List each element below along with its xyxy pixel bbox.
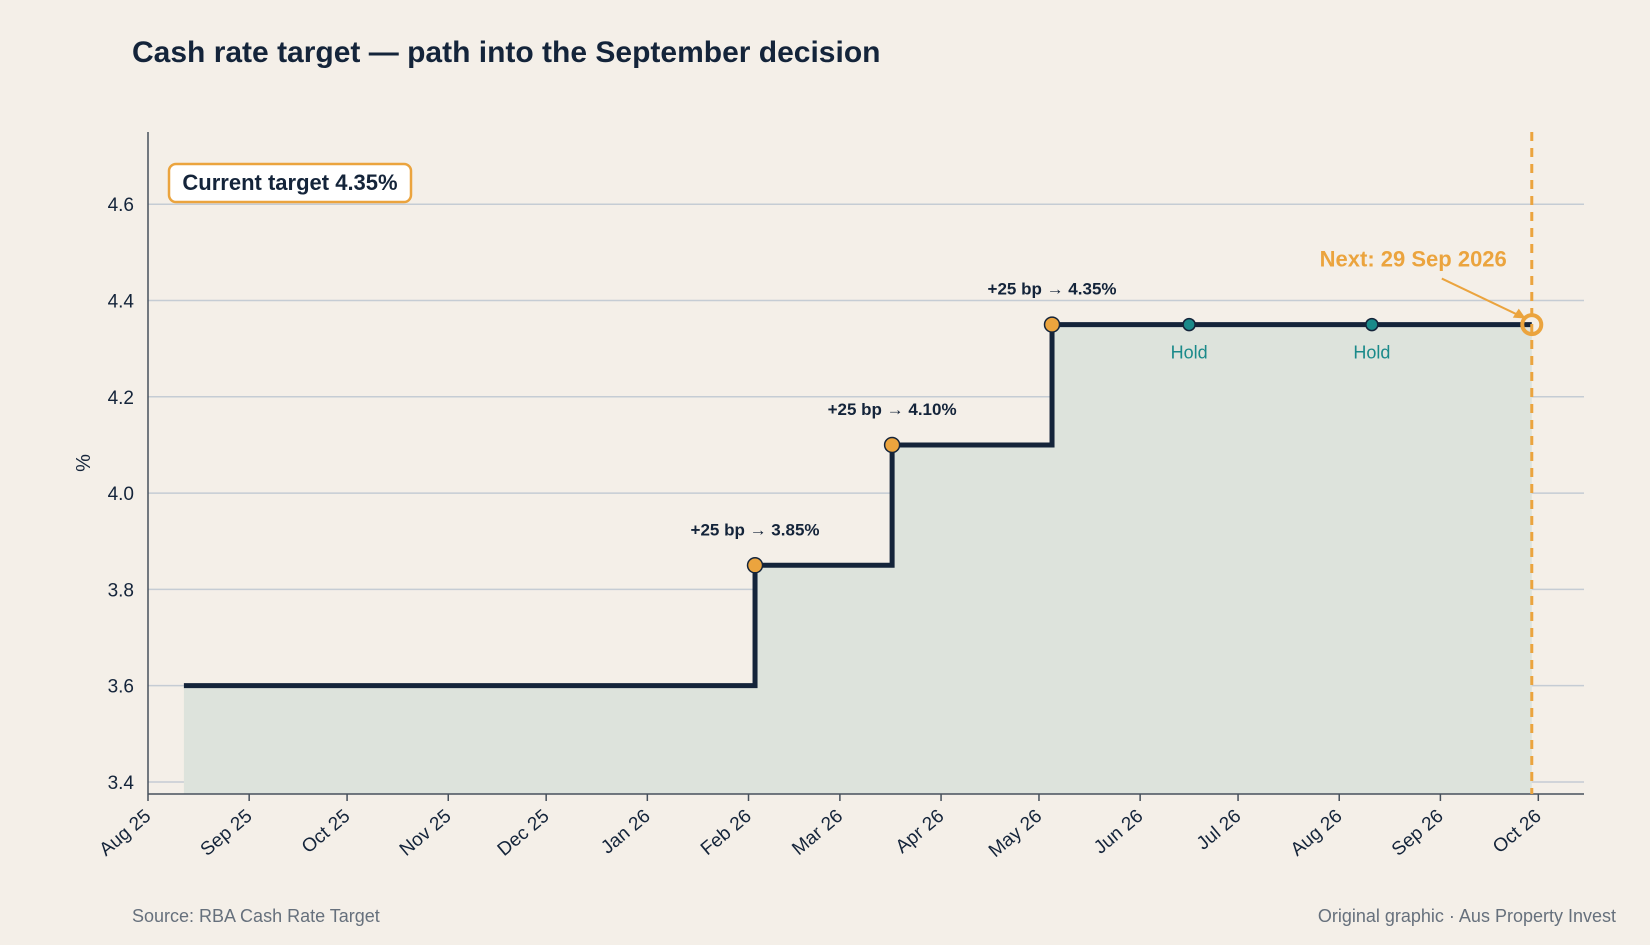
x-tick-label: Mar 26 — [788, 806, 847, 860]
next-decision-label: Next: 29 Sep 2026 — [1320, 247, 1507, 272]
x-tick-label: Nov 25 — [396, 806, 456, 861]
y-tick-label: 3.4 — [108, 773, 135, 794]
y-tick-label: 3.8 — [108, 580, 134, 601]
x-tick-label: Sep 25 — [197, 806, 257, 861]
x-tick-label: Jan 26 — [597, 806, 654, 859]
hold-marker — [1182, 317, 1196, 332]
hike-label: +25 bp → 4.35% — [988, 280, 1117, 299]
y-axis-label: % — [73, 454, 95, 472]
x-tick-label: Jun 26 — [1090, 806, 1147, 859]
credit-note: Original graphic · Aus Property Invest — [1317, 906, 1616, 926]
hike-label: +25 bp → 3.85% — [691, 520, 820, 539]
hike-label: +25 bp → 4.10% — [828, 400, 957, 419]
hike-marker — [746, 557, 764, 574]
hold-label: Hold — [1353, 343, 1390, 363]
y-tick-label: 4.0 — [108, 484, 134, 505]
next-decision-arrow — [1441, 277, 1527, 320]
x-tick-label: Oct 26 — [1489, 806, 1545, 858]
x-tick-label: Dec 25 — [494, 806, 554, 861]
chart-title: Cash rate target — path into the Septemb… — [132, 36, 881, 69]
x-tick-label: Aug 25 — [96, 806, 156, 861]
hold-label: Hold — [1171, 343, 1208, 363]
y-tick-label: 4.4 — [108, 292, 135, 313]
hike-marker — [1043, 316, 1061, 333]
x-tick-label: Sep 26 — [1388, 806, 1448, 861]
current-target-badge — [167, 162, 413, 204]
rate-step-line — [183, 322, 1532, 689]
source-note: Source: RBA Cash Rate Target — [132, 906, 380, 926]
next-decision-marker — [1520, 313, 1544, 337]
x-tick-label: Aug 26 — [1287, 806, 1347, 861]
x-tick-label: Feb 26 — [697, 806, 756, 860]
area-fill — [183, 324, 1532, 794]
y-tick-label: 4.2 — [108, 388, 134, 409]
y-tick-label: 3.6 — [108, 677, 134, 698]
x-tick-label: Jul 26 — [1193, 806, 1245, 855]
y-tick-label: 4.6 — [108, 195, 134, 216]
x-tick-label: Apr 26 — [892, 806, 948, 858]
x-tick-label: Oct 25 — [298, 806, 354, 858]
hike-marker — [883, 436, 901, 454]
current-target-label: Current target 4.35% — [182, 170, 397, 195]
next-decision-arrowhead — [1512, 308, 1526, 319]
x-tick-label: May 26 — [985, 806, 1046, 862]
hold-marker — [1365, 317, 1379, 332]
